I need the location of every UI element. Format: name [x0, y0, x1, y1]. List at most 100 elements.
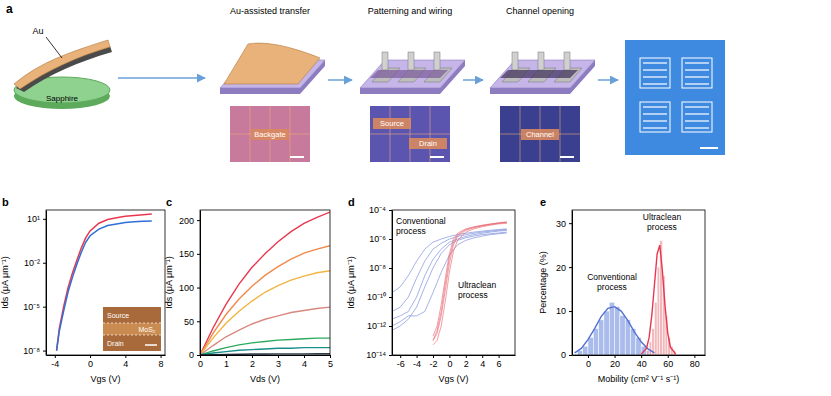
- device-line: [685, 120, 709, 121]
- step-title: Channel opening: [506, 6, 574, 16]
- y-axis-tick: 10⁻⁸: [369, 263, 392, 273]
- y-axis-tick: 10⁻²: [24, 258, 46, 268]
- device-array: [640, 102, 670, 132]
- x-axis-tick: 0: [586, 355, 591, 369]
- x-axis: -4048: [47, 355, 166, 369]
- series-line: [433, 222, 507, 340]
- x-axis-title: Vds (V): [250, 374, 280, 384]
- x-axis-tick: 20: [610, 355, 620, 369]
- x-axis-tick-label: 3: [276, 359, 281, 369]
- device-line: [643, 76, 667, 77]
- x-axis-tick: 6: [497, 355, 502, 369]
- histogram-bar: [604, 311, 609, 355]
- plot-frame: [392, 210, 515, 355]
- x-axis: 020406080: [573, 355, 706, 369]
- series-line: [433, 223, 507, 345]
- wire: [382, 52, 388, 70]
- x-axis-tick: 0: [447, 355, 452, 369]
- y-axis-tick-label: 10⁻⁸: [23, 346, 40, 356]
- annotation: Conventional: [587, 272, 637, 282]
- x-axis-tick-mark: [161, 355, 162, 358]
- x-axis-tick-mark: [499, 355, 500, 358]
- series-line: [433, 222, 507, 336]
- wire: [408, 52, 414, 70]
- y-axis-tick-label: 20: [556, 263, 566, 273]
- y-axis-tick: 10⁻⁸: [23, 346, 46, 356]
- inset-label: MoS₂: [138, 326, 155, 333]
- panel-a: aAuSapphireAu-assisted transferBackgateP…: [6, 2, 725, 162]
- label-box: [373, 118, 411, 129]
- y-axis-tick-label: 10⁻⁵: [23, 302, 40, 312]
- au-pointer: [46, 37, 62, 58]
- chart-panel: 0204060800102030eMobility (cm² V⁻¹ s⁻¹)P…: [538, 196, 706, 384]
- label-box: [521, 129, 559, 140]
- y-axis-tick-label: 10⁻¹⁴: [366, 350, 386, 360]
- x-axis-tick-mark: [466, 355, 467, 358]
- series-line: [392, 233, 507, 326]
- inset-label: Source: [107, 312, 129, 319]
- histogram-bar: [654, 302, 657, 355]
- y-axis-tick-label: 10¹: [27, 214, 40, 224]
- x-axis-tick-label: 2: [464, 359, 469, 369]
- y-axis-tick-label: 10⁻¹²: [367, 321, 386, 331]
- x-axis-tick: 4: [302, 355, 307, 369]
- x-axis-tick-label: -2: [429, 359, 437, 369]
- histogram-bar: [609, 302, 614, 355]
- series-line: [392, 232, 507, 330]
- x-axis-tick: -4: [51, 355, 59, 369]
- y-axis-tick: 10⁻⁶: [369, 234, 392, 244]
- x-axis-tick-mark: [694, 355, 695, 358]
- x-axis-tick-label: 60: [663, 359, 673, 369]
- y-axis-tick-label: 100: [179, 283, 194, 293]
- annotation: Ultraclean: [458, 280, 497, 290]
- histogram-bar: [588, 337, 593, 355]
- y-axis-tick: 10¹: [27, 214, 46, 224]
- x-axis-line: [47, 355, 166, 356]
- figure: aAuSapphireAu-assisted transferBackgateP…: [0, 0, 831, 396]
- x-axis-tick-mark: [641, 355, 642, 358]
- y-axis-tick-mark: [389, 297, 392, 298]
- x-axis: -6-4-20246: [393, 355, 516, 369]
- x-axis-tick-label: 80: [690, 359, 700, 369]
- x-axis-tick: 0: [88, 355, 93, 369]
- wire: [434, 52, 440, 70]
- scale-bar: [145, 344, 157, 346]
- x-axis-tick: -6: [397, 355, 405, 369]
- series-line: [575, 307, 655, 353]
- device-array: [682, 58, 712, 88]
- y-axis-title: Ids (μA μm⁻¹): [0, 256, 10, 308]
- annotation: process: [647, 222, 677, 232]
- y-axis-tick-mark: [197, 220, 200, 221]
- x-axis-line: [393, 355, 516, 356]
- x-axis-tick: 3: [276, 355, 281, 369]
- y-axis-tick-mark: [389, 355, 392, 356]
- y-axis: 10¹ 10⁻² 10⁻⁵ 10⁻⁸: [23, 211, 46, 356]
- au-label: Au: [32, 26, 43, 36]
- histogram-bar: [620, 315, 625, 355]
- x-axis-tick-mark: [304, 355, 305, 358]
- scale-bar: [430, 156, 444, 158]
- series-line: [641, 245, 676, 354]
- x-axis-title: Mobility (cm² V⁻¹ s⁻¹): [598, 374, 680, 384]
- x-axis-tick-mark: [55, 355, 56, 358]
- chart-panel: -404810¹10⁻²10⁻⁵10⁻⁸bVgs (V)Ids (μA μm⁻¹…: [0, 196, 166, 384]
- y-axis-tick: 10⁻⁵: [23, 302, 46, 312]
- y-axis-tick-mark: [43, 219, 46, 220]
- y-axis-tick-mark: [197, 321, 200, 322]
- y-axis-line: [200, 211, 201, 356]
- wire: [538, 52, 544, 70]
- y-axis-tick: 30: [556, 219, 572, 229]
- y-axis-tick-mark: [569, 355, 572, 356]
- x-axis-tick-mark: [417, 355, 418, 358]
- mos2-strip: [500, 70, 578, 78]
- device-line: [643, 83, 667, 84]
- device-array: [640, 58, 670, 88]
- y-axis-tick-mark: [43, 351, 46, 352]
- device-line: [685, 127, 709, 128]
- y-axis-tick: 10: [556, 306, 572, 316]
- x-axis-tick: 60: [663, 355, 673, 369]
- y-axis-tick-mark: [43, 307, 46, 308]
- annotation: process: [396, 226, 426, 236]
- series-line: [200, 307, 330, 355]
- y-axis-line: [392, 211, 393, 356]
